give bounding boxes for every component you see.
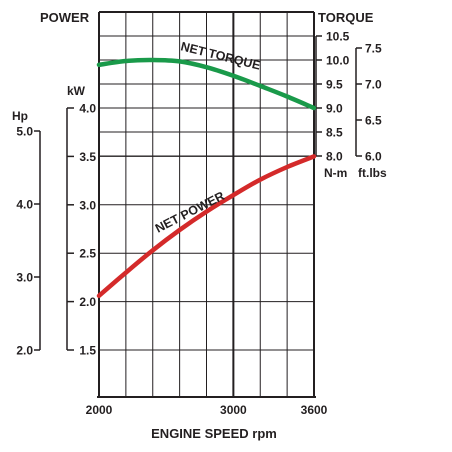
nm-unit-label: N-m xyxy=(324,166,347,180)
nm-tick-label: 8.0 xyxy=(326,150,343,164)
net-power-label: NET POWER xyxy=(153,189,227,236)
nm-tick-label: 10.0 xyxy=(326,54,350,68)
nm-tick-label: 9.0 xyxy=(326,102,343,116)
hp-tick-label: 3.0 xyxy=(16,271,33,285)
hp-tick-label: 4.0 xyxy=(16,198,33,212)
kw-tick-label: 1.5 xyxy=(79,344,96,358)
net-power-curve xyxy=(96,154,317,299)
nm-tick-label: 9.5 xyxy=(326,78,343,92)
nm-tick-label: 10.5 xyxy=(326,30,350,44)
kw-unit-label: kW xyxy=(67,84,86,98)
ftlbs-unit-label: ft.lbs xyxy=(358,166,387,180)
power-title: POWER xyxy=(40,10,90,25)
ftlbs-tick-label: 6.5 xyxy=(365,114,382,128)
hp-tick-label: 2.0 xyxy=(16,344,33,358)
x-tick-label: 3600 xyxy=(301,403,328,417)
kw-tick-label: 2.5 xyxy=(79,247,96,261)
torque-title: TORQUE xyxy=(318,10,374,25)
chart-series xyxy=(96,57,317,299)
x-tick-label: 2000 xyxy=(86,403,113,417)
net-torque-curve xyxy=(96,57,317,111)
ftlbs-tick-label: 6.0 xyxy=(365,150,382,164)
ftlbs-tick-label: 7.5 xyxy=(365,42,382,56)
hp-unit-label: Hp xyxy=(12,109,28,123)
x-tick-label: 3000 xyxy=(220,403,247,417)
kw-tick-label: 4.0 xyxy=(79,102,96,116)
nm-tick-label: 8.5 xyxy=(326,126,343,140)
kw-tick-label: 3.5 xyxy=(79,150,96,164)
kw-tick-label: 3.0 xyxy=(79,198,96,212)
hp-tick-label: 5.0 xyxy=(16,125,33,139)
x-axis-title: ENGINE SPEED rpm xyxy=(151,426,277,441)
axis-ticks: 2000 3000 3600 1.5 2.0 2.5 3.0 3.5 4.0 2.0 3.0 4.0 5… xyxy=(16,30,382,418)
ftlbs-tick-label: 7.0 xyxy=(365,78,382,92)
net-torque-label: NET TORQUE xyxy=(179,39,262,72)
kw-tick-label: 2.0 xyxy=(79,295,96,309)
